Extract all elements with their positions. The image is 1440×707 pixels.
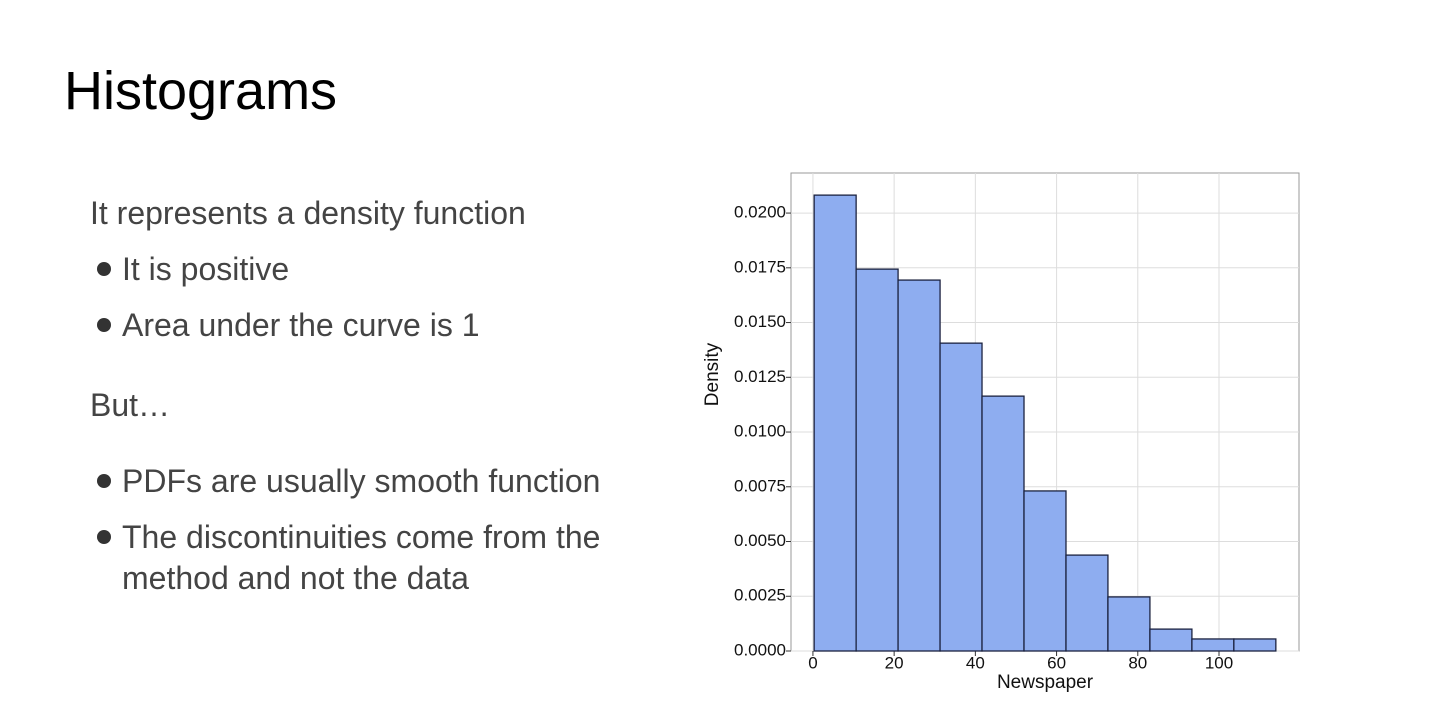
slide-title: Histograms (64, 61, 338, 121)
intro: It represents a density function (90, 195, 526, 231)
bar (1023, 490, 1067, 652)
x-tick-label: 40 (966, 653, 985, 672)
bar (897, 279, 941, 652)
x-tick-label: 100 (1205, 653, 1233, 672)
bullet-dot (97, 262, 111, 276)
bar (1233, 638, 1277, 652)
y-tick-label: 0.0125 (734, 367, 786, 386)
x-tick-label: 20 (885, 653, 904, 672)
bar (1065, 554, 1109, 652)
bar (1107, 596, 1151, 652)
x-axis-label: Newspaper (997, 672, 1094, 693)
but: But… (90, 387, 171, 423)
y-tick-label: 0.0100 (734, 422, 786, 441)
bullet: It is positive (122, 251, 290, 287)
bar (1149, 628, 1193, 652)
y-axis-label: Density (702, 342, 723, 406)
y-tick-label: 0.0050 (734, 531, 786, 550)
y-tick-label: 0.0000 (734, 640, 786, 659)
x-tick-label: 80 (1128, 653, 1147, 672)
bullet-dot (97, 530, 111, 544)
bar (855, 268, 899, 652)
bar (981, 395, 1025, 652)
bullet-dot (97, 318, 111, 332)
y-tick-label: 0.0075 (734, 476, 786, 495)
y-tick-label: 0.0150 (734, 312, 786, 331)
y-tick-label: 0.0200 (734, 203, 786, 222)
bullet: The discontinuities come from the method… (122, 519, 601, 596)
x-tick-label: 0 (808, 653, 817, 672)
bullet: PDFs are usually smooth function (122, 463, 601, 499)
bar (813, 194, 857, 652)
bullet-dot (97, 474, 111, 488)
y-tick-label: 0.0025 (734, 586, 786, 605)
bar (939, 342, 983, 652)
bar (1191, 638, 1235, 652)
bullet: Area under the curve is 1 (122, 307, 480, 343)
y-tick-label: 0.0175 (734, 257, 786, 276)
x-tick-label: 60 (1047, 653, 1066, 672)
